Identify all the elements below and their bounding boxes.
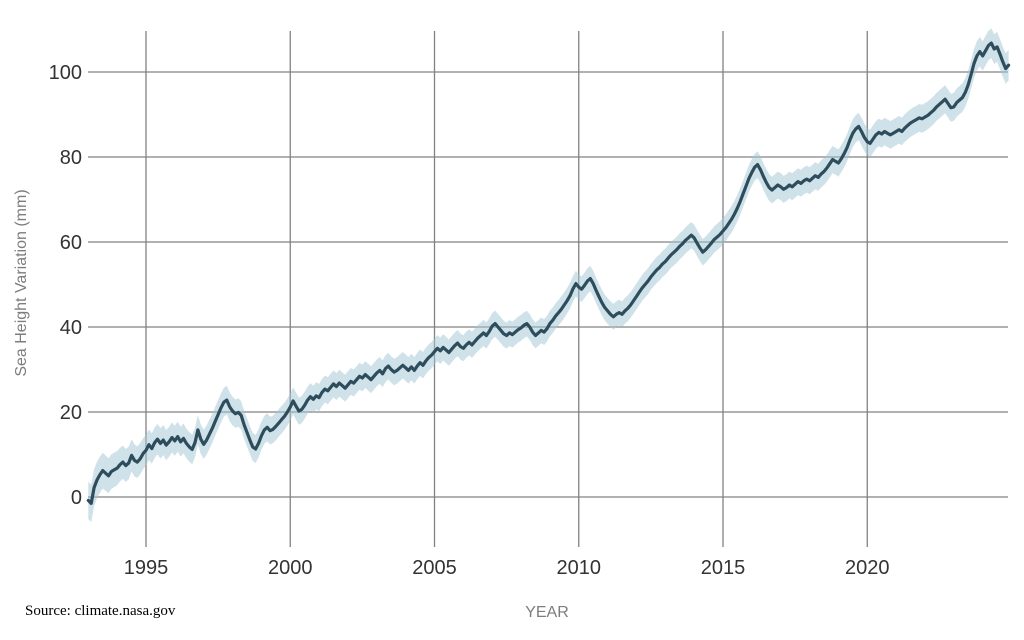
gridlines [88,31,1008,547]
y-axis-title: Sea Height Variation (mm) [13,189,30,377]
x-tick-label: 2005 [412,557,457,579]
trend-line [86,41,1011,505]
x-axis-title: YEAR [525,604,569,621]
trend-line-path [86,41,1011,505]
y-tick-label: 60 [60,232,82,254]
y-tick-label: 20 [60,402,82,424]
x-tick-label: 2010 [557,557,602,579]
x-tick-label: 2020 [845,557,890,579]
x-tick-labels: 1995 2000 2005 2010 2015 2020 [124,557,890,579]
y-tick-label: 40 [60,317,82,339]
y-tick-label: 80 [60,147,82,169]
y-tick-labels: 0 20 40 60 80 100 [49,62,82,509]
x-tick-label: 1995 [124,557,169,579]
uncertainty-band [88,28,1009,522]
y-tick-label: 100 [49,62,82,84]
source-note: Source: climate.nasa.gov [25,603,176,619]
band-area [88,28,1009,522]
y-tick-label: 0 [71,487,82,509]
x-tick-label: 2015 [701,557,746,579]
x-tick-label: 2000 [268,557,313,579]
